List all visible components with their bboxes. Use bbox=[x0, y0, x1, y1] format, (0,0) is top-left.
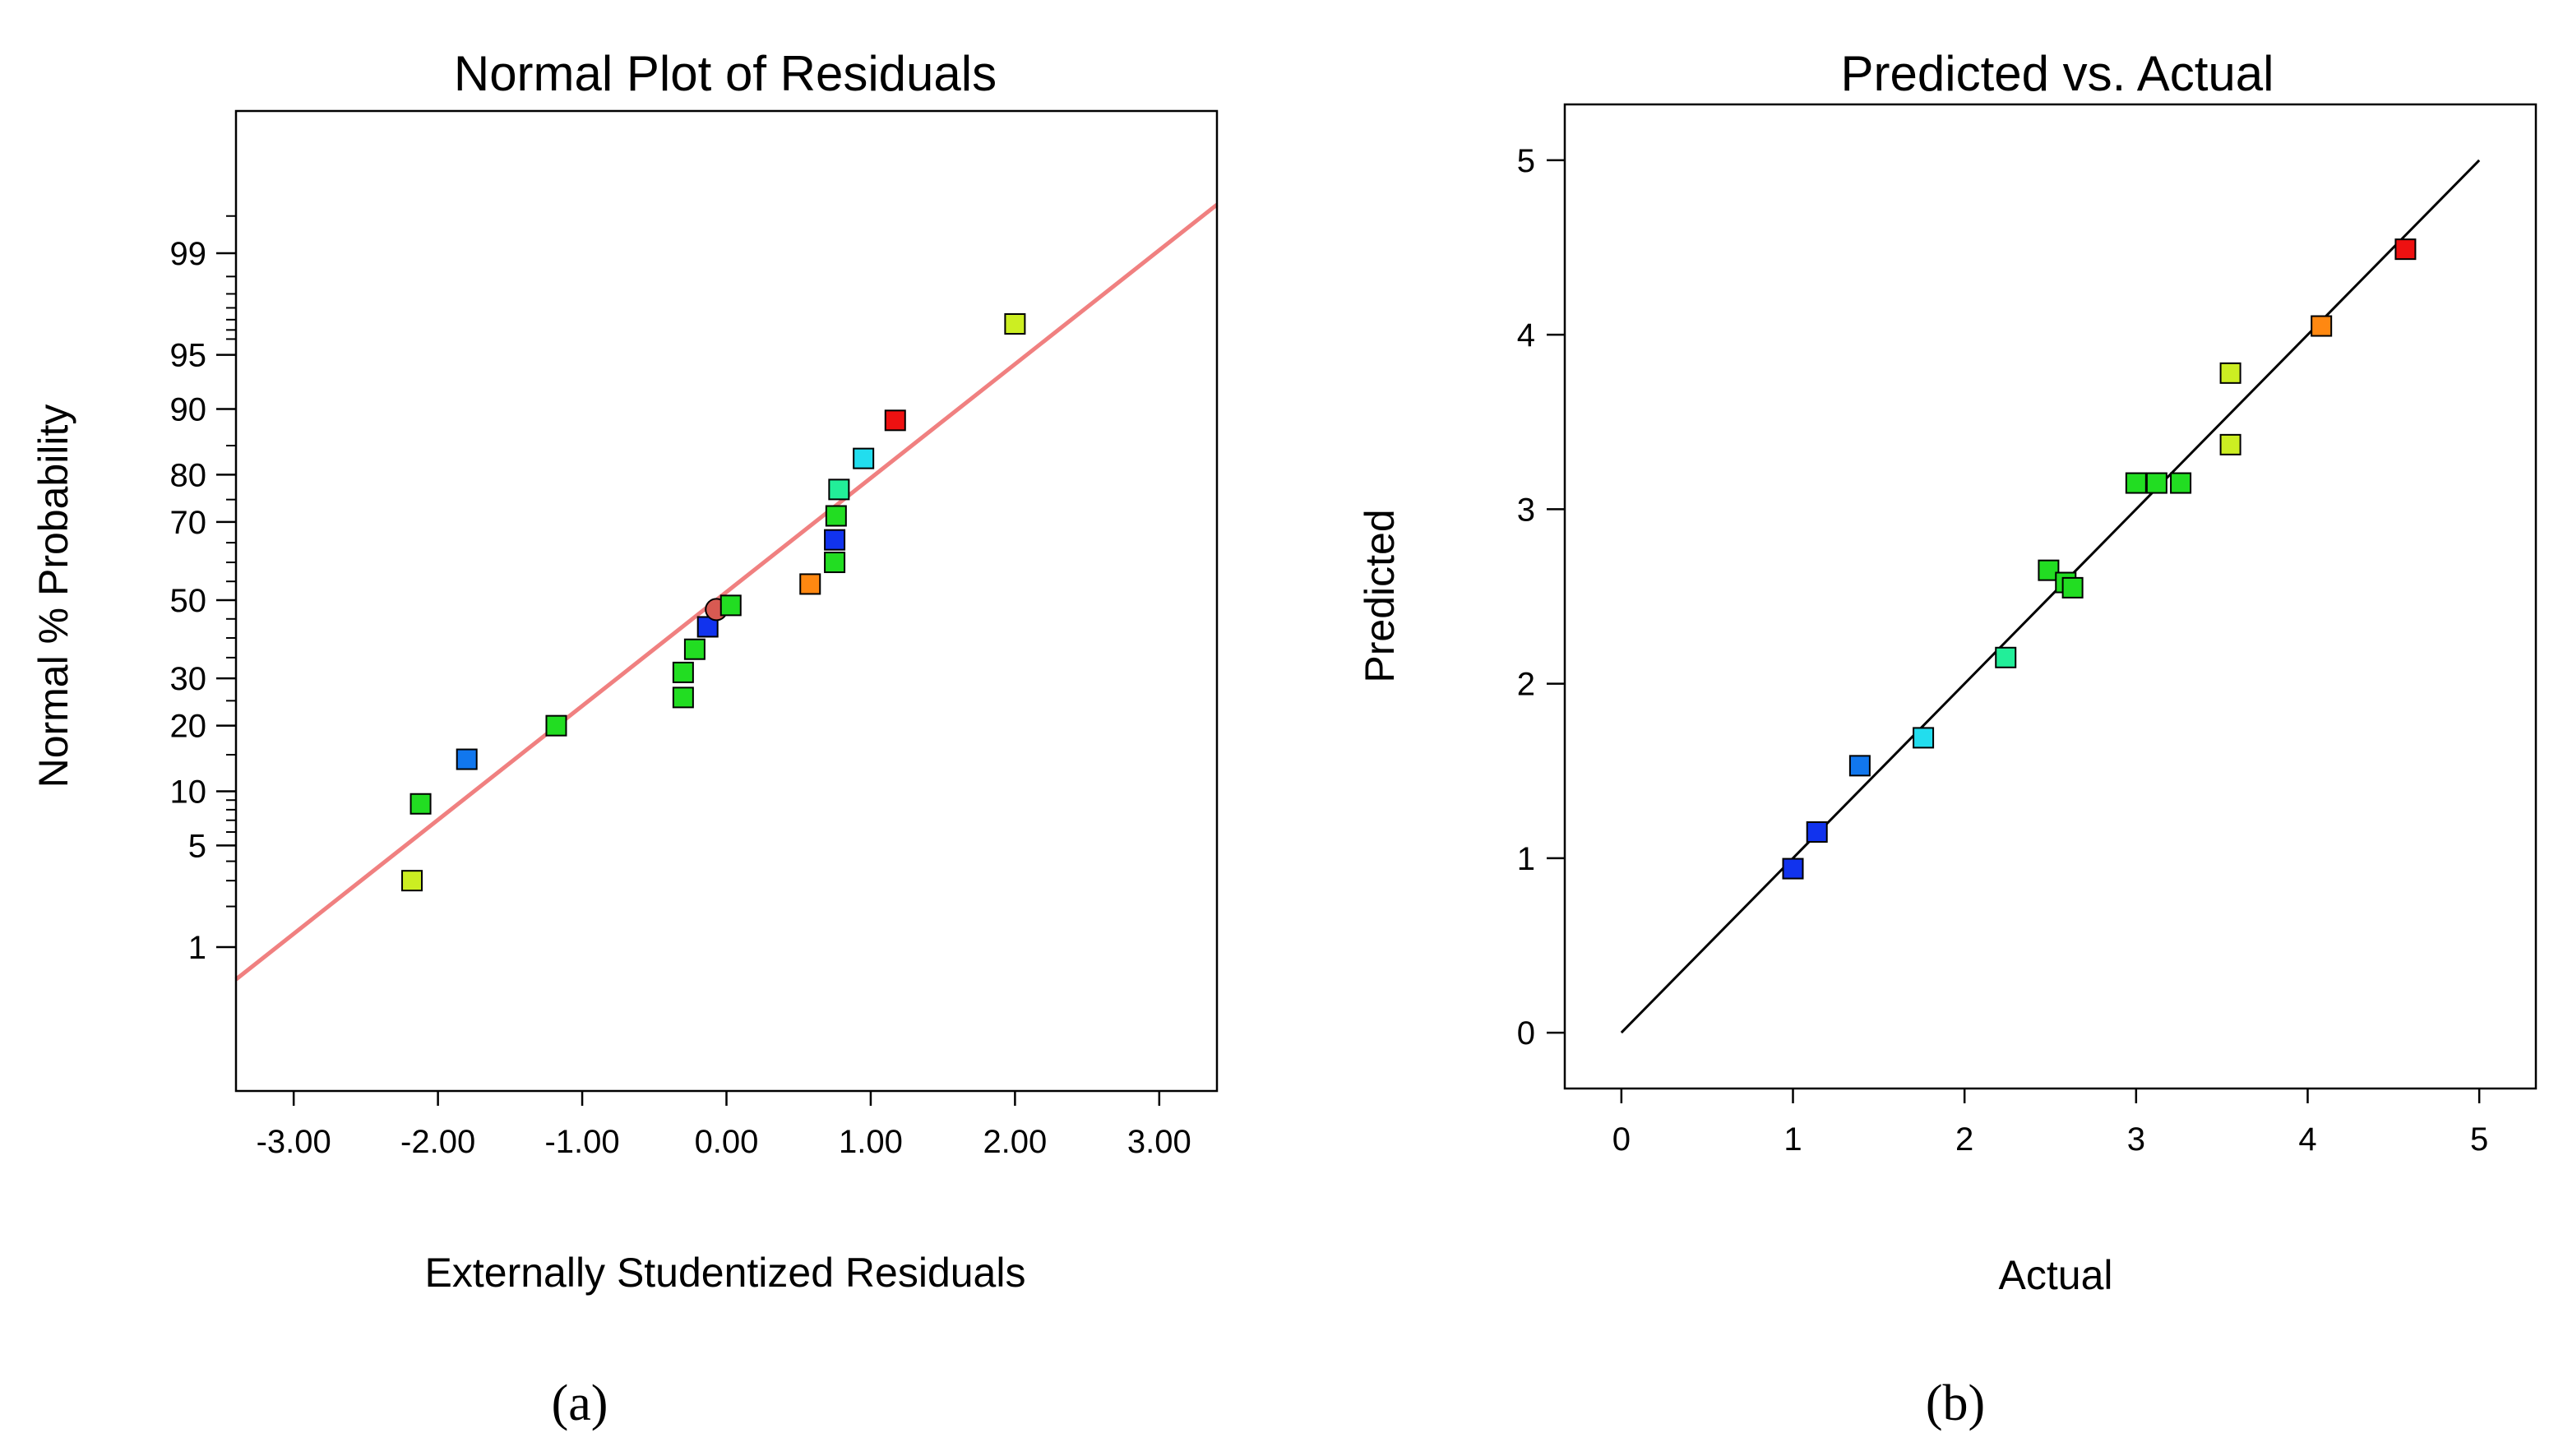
panel-a-normal-plot: Normal Plot of Residuals Externally Stud… bbox=[30, 46, 1219, 1431]
y-tick-label: 20 bbox=[170, 709, 207, 745]
panel-b-label: (b) bbox=[1926, 1375, 1985, 1431]
y-tick-label: 5 bbox=[1517, 143, 1535, 179]
x-tick-label: 5 bbox=[2470, 1121, 2488, 1158]
data-point bbox=[456, 748, 478, 770]
x-tick-label: 0.00 bbox=[695, 1124, 759, 1160]
x-tick-label: -2.00 bbox=[400, 1124, 475, 1160]
y-tick-label: 50 bbox=[170, 583, 207, 619]
chart-a-title: Normal Plot of Residuals bbox=[454, 46, 997, 101]
x-tick-label: 3 bbox=[2127, 1121, 2145, 1158]
data-point bbox=[853, 447, 875, 469]
chart-a-y-axis: 1 5 10 20 30 50 70 80 90 95 99 bbox=[170, 236, 236, 966]
panel-b-predicted-vs-actual: Predicted vs. Actual Actual Predicted 0 1… bbox=[1357, 46, 2538, 1431]
data-point bbox=[2061, 576, 2084, 599]
data-point bbox=[672, 661, 694, 683]
chart-b-title: Predicted vs. Actual bbox=[1841, 46, 2274, 101]
y-tick-label: 90 bbox=[170, 392, 207, 428]
data-point bbox=[825, 505, 847, 527]
y-tick-label: 3 bbox=[1517, 492, 1535, 528]
chart-b-ylabel: Predicted bbox=[1357, 509, 1403, 682]
data-point bbox=[799, 573, 821, 595]
x-tick-label: 0 bbox=[1612, 1121, 1631, 1158]
chart-b-reference-line bbox=[1620, 159, 2481, 1034]
chart-a-minor-ticks bbox=[226, 215, 236, 908]
data-point bbox=[1782, 857, 1804, 880]
chart-b-points bbox=[1782, 238, 2417, 880]
chart-b-y-axis: 0 1 2 3 4 5 bbox=[1517, 143, 1565, 1052]
y-tick-label: 5 bbox=[188, 828, 206, 864]
y-tick-label: 70 bbox=[170, 505, 207, 541]
data-point bbox=[828, 478, 850, 501]
data-point bbox=[409, 793, 432, 815]
data-point bbox=[824, 552, 846, 574]
data-point bbox=[545, 714, 567, 737]
y-tick-label: 1 bbox=[188, 930, 206, 966]
y-tick-label: 30 bbox=[170, 661, 207, 697]
chart-a-plot-frame bbox=[234, 109, 1219, 1093]
data-point bbox=[1995, 646, 2017, 668]
data-point bbox=[1848, 755, 1871, 777]
y-tick-label: 2 bbox=[1517, 667, 1535, 703]
y-tick-label: 95 bbox=[170, 338, 207, 374]
data-point bbox=[1004, 313, 1026, 335]
data-point bbox=[2145, 472, 2167, 494]
y-tick-label: 99 bbox=[170, 236, 207, 272]
x-tick-label: -1.00 bbox=[544, 1124, 619, 1160]
data-point bbox=[672, 686, 694, 709]
chart-a-x-axis: -3.00 -2.00 -1.00 0.00 1.00 2.00 3.00 bbox=[257, 1091, 1191, 1160]
chart-a-xlabel: Externally Studentized Residuals bbox=[425, 1250, 1026, 1296]
data-point bbox=[683, 638, 706, 660]
chart-b-x-axis: 0 1 2 3 4 5 bbox=[1612, 1089, 2488, 1158]
x-tick-label: 3.00 bbox=[1127, 1124, 1191, 1160]
chart-b-xlabel: Actual bbox=[1999, 1252, 2113, 1298]
data-point bbox=[1913, 727, 1935, 749]
chart-a-ylabel: Normal % Probability bbox=[30, 404, 76, 788]
y-tick-label: 80 bbox=[170, 457, 207, 493]
x-tick-label: 4 bbox=[2298, 1121, 2316, 1158]
x-tick-label: 2.00 bbox=[983, 1124, 1047, 1160]
x-tick-label: -3.00 bbox=[257, 1124, 331, 1160]
data-point bbox=[2125, 472, 2147, 494]
x-tick-label: 2 bbox=[1955, 1121, 1973, 1158]
x-tick-label: 1.00 bbox=[839, 1124, 903, 1160]
data-point bbox=[824, 529, 846, 551]
data-point bbox=[719, 594, 742, 617]
panel-a-label: (a) bbox=[552, 1375, 608, 1431]
y-tick-label: 0 bbox=[1517, 1015, 1535, 1052]
data-point bbox=[884, 409, 906, 432]
chart-b-plot-frame bbox=[1563, 103, 2538, 1090]
data-point bbox=[2170, 472, 2192, 494]
data-point bbox=[2219, 362, 2241, 384]
data-point bbox=[1806, 821, 1828, 844]
chart-a-points bbox=[401, 313, 1026, 892]
y-tick-label: 1 bbox=[1517, 841, 1535, 877]
chart-a-reference-line bbox=[234, 202, 1219, 982]
y-tick-label: 4 bbox=[1517, 317, 1535, 354]
data-point bbox=[401, 870, 423, 892]
data-point bbox=[2219, 433, 2241, 455]
data-point bbox=[2311, 315, 2333, 337]
y-tick-label: 10 bbox=[170, 774, 207, 810]
data-point bbox=[2394, 238, 2417, 261]
x-tick-label: 1 bbox=[1783, 1121, 1802, 1158]
